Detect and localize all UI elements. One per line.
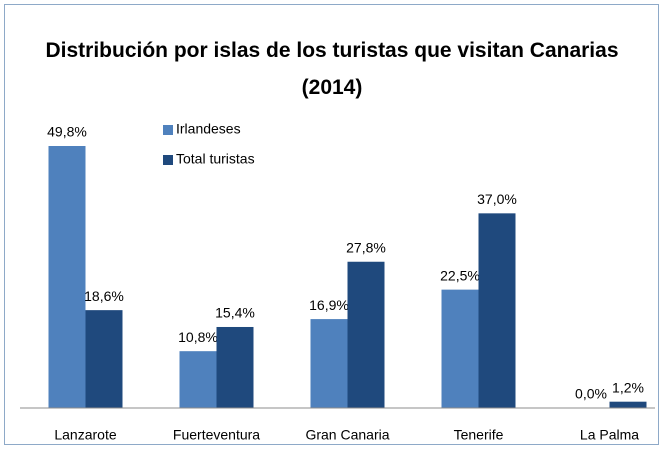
data-label: 1,2% [612,379,644,395]
bar [441,289,479,408]
x-tick-label: Lanzarote [54,427,116,443]
legend-label: Total turistas [176,151,255,167]
data-label: 22,5% [440,267,480,283]
x-tick-label: Fuerteventura [173,427,260,443]
bar [347,261,385,408]
bar [609,401,647,408]
bar [48,146,86,408]
chart-frame [4,4,659,445]
bar [85,310,123,408]
x-tick-label: La Palma [580,427,639,443]
data-label: 16,9% [309,297,349,313]
bar [216,326,254,408]
data-label: 27,8% [346,239,386,255]
legend-label: Irlandeses [176,121,241,137]
data-label: 18,6% [84,288,124,304]
x-tick-label: Tenerife [454,427,504,443]
legend-swatch [163,125,173,135]
data-label: 0,0% [575,386,607,402]
bar [179,351,217,408]
bar [478,213,516,408]
legend-swatch [163,155,173,165]
data-label: 15,4% [215,305,255,321]
data-label: 10,8% [178,329,218,345]
chart-title: Distribución por islas de los turistas q… [45,39,619,99]
x-tick-label: Gran Canaria [305,427,389,443]
bar [310,319,348,408]
data-label: 49,8% [47,124,87,140]
data-label: 37,0% [477,191,517,207]
